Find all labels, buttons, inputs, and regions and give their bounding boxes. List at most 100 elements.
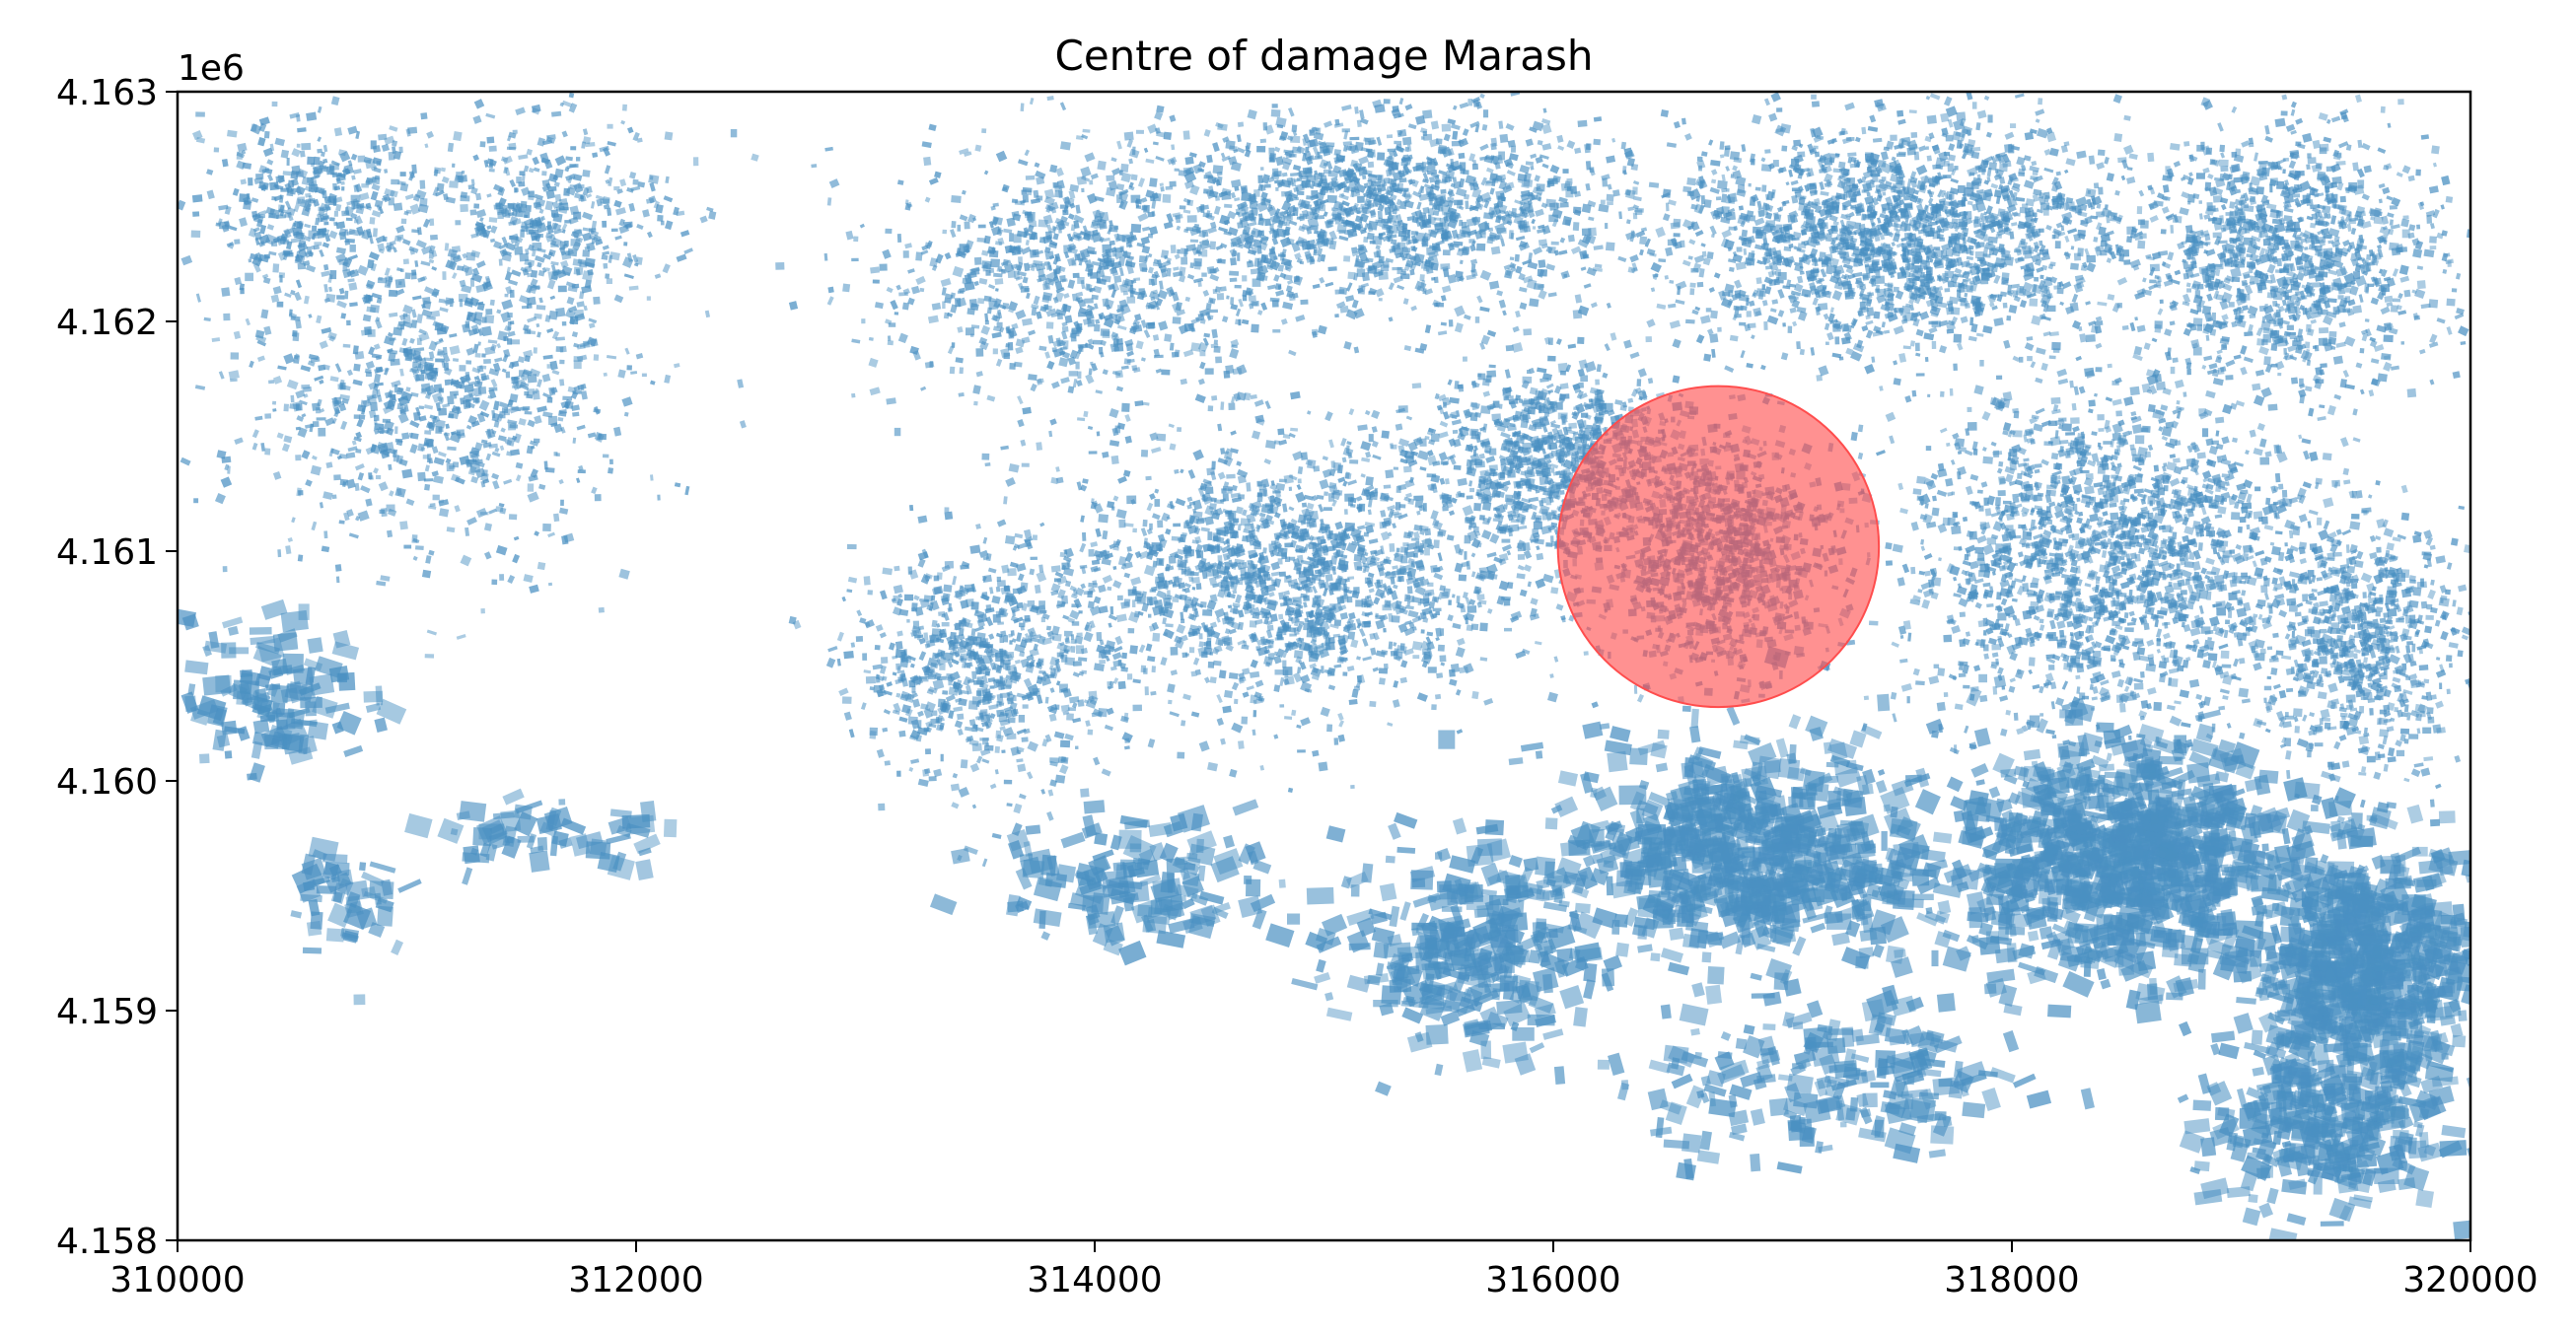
building-footprint	[327, 331, 337, 340]
building-footprint	[2034, 276, 2039, 282]
building-footprint	[1251, 323, 1259, 333]
building-footprint	[454, 505, 461, 513]
building-footprint	[291, 148, 301, 158]
building-footprint	[423, 404, 434, 410]
building-footprint	[1056, 313, 1063, 320]
building-footprint	[375, 474, 382, 480]
building-footprint	[538, 297, 543, 304]
building-footprint	[1429, 197, 1433, 206]
building-footprint	[975, 348, 984, 357]
building-footprint	[1078, 312, 1087, 317]
building-footprint	[404, 351, 413, 362]
building-footprint	[1212, 142, 1220, 153]
building-footprint	[1068, 189, 1076, 199]
building-footprint	[870, 266, 880, 274]
building-footprint	[949, 366, 956, 375]
building-footprint	[310, 464, 322, 476]
building-footprint	[540, 157, 550, 165]
building-footprint	[2035, 108, 2045, 116]
building-footprint	[415, 240, 427, 249]
building-footprint	[529, 368, 540, 378]
building-footprint	[1709, 333, 1719, 343]
building-footprint	[1531, 218, 1536, 225]
building-footprint	[445, 297, 452, 305]
building-footprint	[480, 439, 488, 445]
building-footprint	[536, 305, 546, 311]
building-footprint	[297, 127, 307, 133]
building-footprint	[1247, 221, 1257, 228]
building-footprint	[1241, 318, 1250, 325]
building-footprint	[1326, 194, 1337, 204]
building-footprint	[377, 394, 383, 403]
building-footprint	[1607, 201, 1613, 206]
building-footprint	[1920, 271, 1925, 278]
building-footprint	[310, 179, 318, 186]
building-footprint	[2036, 266, 2044, 273]
building-footprint	[1629, 254, 1639, 263]
building-footprint	[1781, 145, 1788, 152]
building-footprint	[442, 352, 451, 363]
building-footprint	[370, 190, 379, 201]
building-footprint	[431, 446, 439, 455]
building-footprint	[1300, 299, 1309, 305]
building-footprint	[494, 447, 500, 453]
building-footprint	[1241, 192, 1252, 202]
building-footprint	[511, 376, 519, 385]
building-footprint	[402, 304, 413, 315]
building-footprint	[571, 283, 580, 289]
building-footprint	[508, 279, 519, 286]
building-footprint	[1865, 329, 1874, 339]
building-footprint	[487, 339, 498, 344]
building-footprint	[338, 258, 349, 265]
building-footprint	[293, 291, 302, 302]
building-footprint	[303, 386, 313, 392]
building-footprint	[1452, 105, 1458, 110]
building-footprint	[1790, 179, 1799, 186]
building-footprint	[528, 474, 538, 482]
building-footprint	[317, 136, 322, 143]
building-footprint	[1383, 177, 1391, 184]
building-footprint	[459, 365, 466, 372]
building-footprint	[1602, 177, 1609, 187]
building-footprint	[1116, 183, 1125, 191]
building-footprint	[826, 296, 834, 306]
building-footprint	[811, 164, 818, 169]
building-footprint	[1145, 322, 1155, 329]
building-footprint	[573, 360, 582, 370]
building-footprint	[298, 242, 302, 248]
building-footprint	[921, 141, 932, 149]
building-footprint	[1600, 199, 1606, 205]
building-footprint	[428, 258, 435, 264]
building-footprint	[1234, 185, 1240, 191]
building-footprint	[1170, 245, 1177, 253]
building-footprint	[445, 457, 452, 464]
building-footprint	[986, 394, 996, 402]
building-footprint	[1428, 193, 1437, 199]
building-footprint	[203, 316, 211, 322]
building-footprint	[1087, 272, 1092, 277]
building-footprint	[1558, 249, 1568, 255]
building-footprint	[978, 277, 988, 285]
building-footprint	[371, 389, 379, 399]
building-footprint	[1147, 266, 1155, 274]
building-footprint	[1818, 365, 1829, 377]
building-footprint	[1044, 351, 1051, 359]
building-footprint	[525, 204, 532, 212]
building-footprint	[581, 141, 587, 149]
building-footprint	[379, 429, 390, 434]
building-footprint	[550, 110, 562, 117]
building-footprint	[895, 284, 901, 291]
building-footprint	[1314, 155, 1324, 160]
building-footprint	[375, 355, 381, 361]
building-footprint	[612, 426, 622, 437]
building-footprint	[649, 380, 656, 386]
building-footprint	[1051, 381, 1060, 389]
building-footprint	[1327, 266, 1337, 272]
building-footprint	[576, 354, 588, 362]
building-footprint	[465, 251, 476, 261]
building-footprint	[230, 352, 240, 360]
building-footprint	[305, 264, 317, 273]
building-footprint	[1588, 216, 1595, 222]
building-footprint	[1271, 104, 1278, 108]
building-footprint	[1891, 242, 1896, 247]
